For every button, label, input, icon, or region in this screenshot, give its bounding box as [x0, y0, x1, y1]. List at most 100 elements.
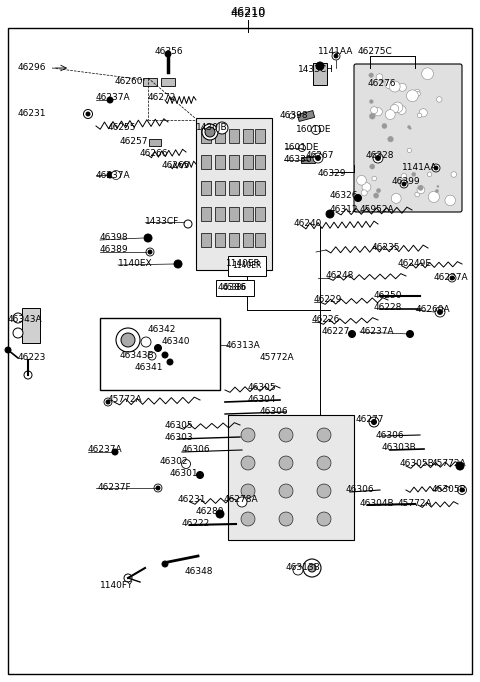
- Circle shape: [408, 125, 410, 128]
- Circle shape: [370, 100, 373, 104]
- Text: 46231: 46231: [18, 110, 47, 119]
- Circle shape: [376, 188, 381, 193]
- Circle shape: [317, 484, 331, 498]
- Circle shape: [216, 122, 228, 134]
- Circle shape: [416, 91, 420, 96]
- Circle shape: [381, 80, 384, 83]
- Bar: [229, 181, 239, 195]
- Circle shape: [279, 456, 293, 470]
- Bar: [161, 78, 175, 86]
- Text: 46302: 46302: [160, 458, 189, 466]
- Text: 46249E: 46249E: [398, 259, 432, 269]
- Circle shape: [313, 153, 323, 163]
- Text: 46237A: 46237A: [360, 327, 395, 336]
- Circle shape: [448, 274, 456, 282]
- Text: 46231: 46231: [178, 496, 206, 505]
- Circle shape: [373, 193, 379, 198]
- Text: 46389: 46389: [100, 246, 129, 254]
- Circle shape: [154, 484, 162, 492]
- Text: 46248: 46248: [326, 271, 354, 280]
- Circle shape: [407, 90, 418, 102]
- Circle shape: [437, 310, 443, 314]
- Text: 46343B: 46343B: [120, 351, 155, 359]
- Circle shape: [316, 62, 324, 70]
- Text: 46237A: 46237A: [96, 93, 131, 102]
- Text: 46356: 46356: [155, 48, 184, 57]
- Bar: [298, 110, 314, 121]
- Circle shape: [334, 54, 338, 58]
- Text: 46237A: 46237A: [96, 170, 131, 179]
- Bar: [22, 308, 40, 343]
- Bar: [228, 256, 266, 276]
- Text: 46227: 46227: [322, 327, 350, 336]
- Circle shape: [451, 172, 456, 177]
- Circle shape: [156, 486, 160, 490]
- Text: 46237A: 46237A: [434, 273, 468, 282]
- Text: 46313B: 46313B: [286, 563, 321, 572]
- Circle shape: [241, 456, 255, 470]
- Circle shape: [409, 128, 411, 130]
- Circle shape: [13, 313, 23, 323]
- Text: 46265: 46265: [162, 160, 191, 170]
- Circle shape: [167, 359, 173, 365]
- Circle shape: [460, 488, 464, 492]
- Text: 46280: 46280: [196, 507, 225, 516]
- Text: 46304: 46304: [248, 396, 276, 404]
- Circle shape: [141, 337, 151, 347]
- Circle shape: [357, 175, 366, 185]
- Circle shape: [372, 176, 376, 181]
- Text: 46386: 46386: [218, 284, 247, 293]
- Bar: [215, 207, 225, 221]
- Circle shape: [312, 125, 321, 134]
- Circle shape: [428, 192, 440, 203]
- Circle shape: [112, 449, 118, 455]
- Circle shape: [107, 97, 113, 103]
- Text: 46305B: 46305B: [432, 486, 467, 494]
- Circle shape: [317, 456, 331, 470]
- Circle shape: [326, 210, 334, 218]
- Text: 46275C: 46275C: [358, 48, 393, 57]
- Text: 46250: 46250: [374, 291, 403, 299]
- Text: 1430JB: 1430JB: [196, 123, 228, 132]
- Circle shape: [202, 124, 218, 140]
- Circle shape: [332, 52, 340, 60]
- Bar: [201, 207, 211, 221]
- Circle shape: [427, 172, 432, 177]
- Circle shape: [148, 250, 152, 254]
- Circle shape: [317, 428, 331, 442]
- Bar: [201, 129, 211, 143]
- Text: 46260: 46260: [115, 78, 144, 87]
- Text: 46306: 46306: [182, 445, 211, 454]
- Text: 46276: 46276: [368, 80, 396, 89]
- Circle shape: [146, 248, 154, 256]
- Circle shape: [392, 102, 403, 113]
- Text: 46386: 46386: [223, 284, 247, 293]
- Bar: [149, 138, 161, 145]
- Circle shape: [432, 164, 440, 172]
- Circle shape: [412, 173, 416, 177]
- Circle shape: [369, 417, 379, 427]
- Bar: [215, 155, 225, 169]
- Circle shape: [181, 460, 191, 469]
- Circle shape: [104, 398, 112, 406]
- Bar: [100, 318, 220, 390]
- Circle shape: [308, 564, 316, 572]
- Text: 1601DE: 1601DE: [296, 125, 332, 134]
- Circle shape: [289, 113, 295, 119]
- Circle shape: [86, 112, 90, 116]
- Circle shape: [116, 328, 140, 352]
- Text: 46326: 46326: [330, 192, 359, 201]
- Circle shape: [317, 512, 331, 526]
- Circle shape: [241, 428, 255, 442]
- Bar: [201, 181, 211, 195]
- Circle shape: [315, 155, 321, 160]
- Bar: [255, 207, 265, 221]
- Circle shape: [437, 186, 439, 188]
- Circle shape: [457, 486, 467, 494]
- Circle shape: [124, 574, 132, 582]
- Text: 46328: 46328: [366, 151, 395, 160]
- Text: 46305: 46305: [248, 383, 276, 393]
- Text: 46229: 46229: [314, 295, 342, 304]
- Text: 46235: 46235: [372, 243, 400, 252]
- Text: 46278A: 46278A: [224, 496, 259, 505]
